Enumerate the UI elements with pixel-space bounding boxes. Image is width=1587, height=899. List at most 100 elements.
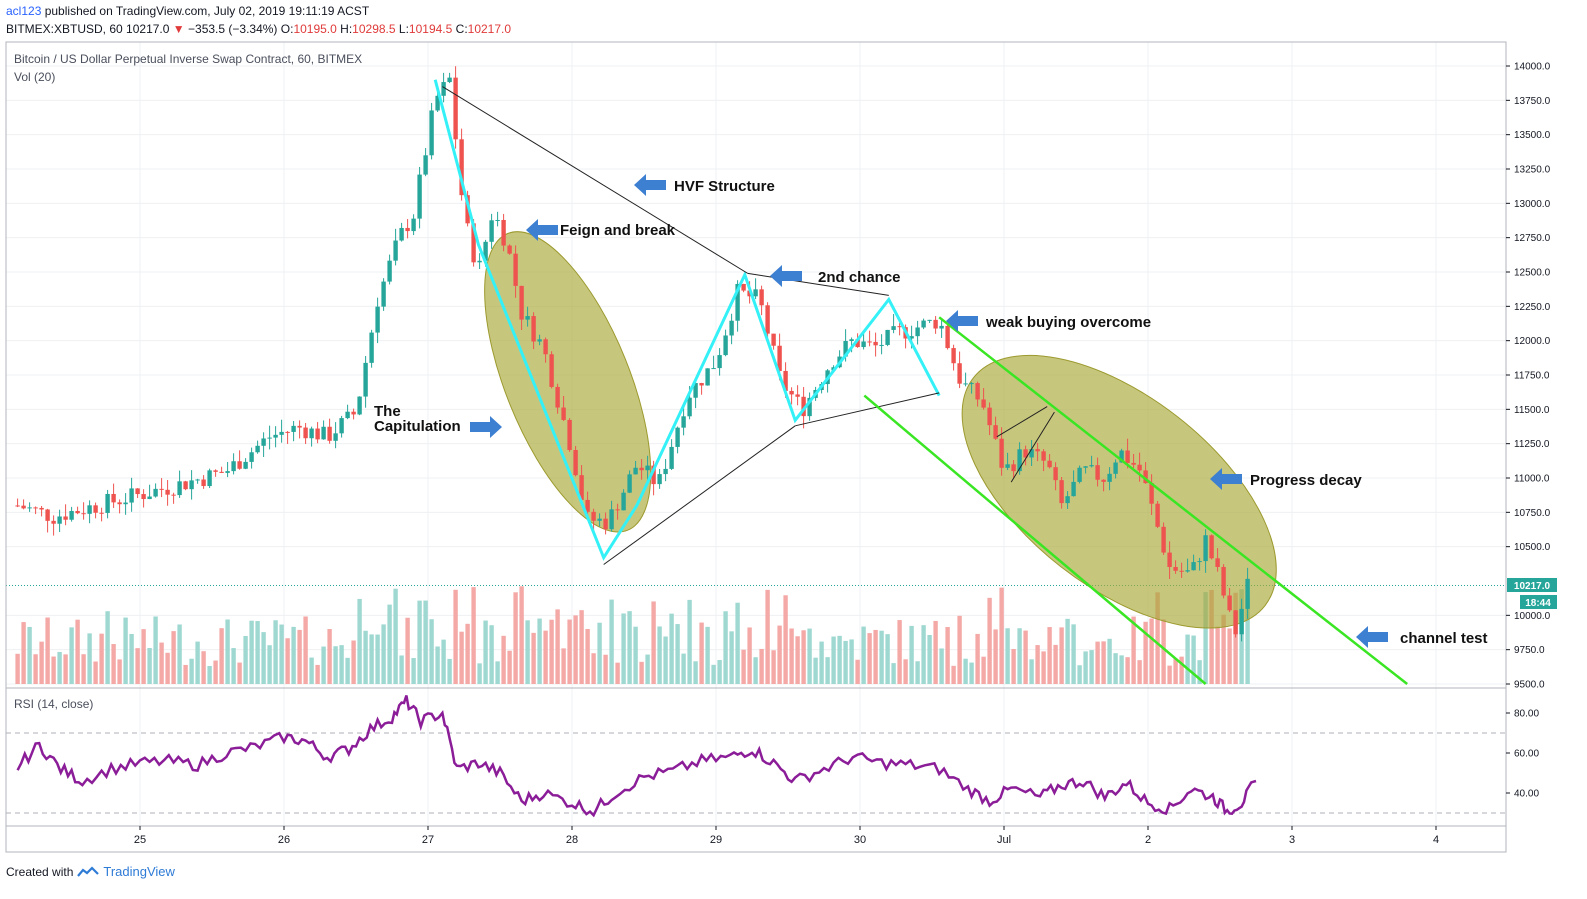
candle-body	[849, 339, 854, 341]
feign-arrow-icon	[526, 219, 558, 241]
candle-body	[855, 339, 860, 348]
candle-body	[591, 511, 596, 521]
candle-body	[399, 227, 404, 241]
y-tick-label: 13000.0	[1514, 199, 1551, 210]
author-link[interactable]: acl123	[6, 4, 42, 18]
volume-bar	[573, 615, 578, 684]
candle-body	[435, 95, 440, 111]
channel-lower-line	[863, 394, 1207, 685]
candle-body	[1185, 570, 1190, 572]
high-value: 10298.5	[352, 22, 396, 36]
volume-bar	[423, 600, 428, 684]
volume-legend[interactable]: Vol (20)	[14, 70, 56, 84]
x-tick-label: 28	[566, 834, 578, 846]
volume-bar	[1191, 635, 1196, 684]
candle-body	[669, 446, 674, 469]
volume-bar	[345, 657, 350, 684]
candle-body	[1245, 578, 1250, 609]
volume-bar	[1095, 641, 1100, 684]
series-legend[interactable]: Bitcoin / US Dollar Perpetual Inverse Sw…	[14, 52, 363, 66]
volume-bar	[261, 632, 266, 684]
candle-body	[1143, 470, 1148, 484]
candle-body	[177, 481, 182, 496]
volume-bar	[537, 618, 542, 684]
volume-bar	[411, 658, 416, 684]
candle-body	[1119, 450, 1124, 463]
candle-body	[693, 383, 698, 398]
tradingview-brand[interactable]: TradingView	[103, 864, 175, 879]
rsi-polyline	[16, 695, 1257, 818]
volume-bar	[1041, 651, 1046, 684]
volume-bar	[639, 661, 644, 684]
volume-bar	[885, 634, 890, 684]
candle-body	[939, 325, 944, 329]
candle-body	[225, 471, 230, 473]
volume-bar	[1011, 648, 1016, 684]
candle-body	[957, 363, 962, 384]
volume-bar	[225, 619, 230, 684]
candle-body	[1161, 526, 1166, 553]
channel-test-arrow-icon	[1356, 626, 1388, 648]
volume-bar	[753, 657, 758, 684]
candle-body	[441, 82, 446, 96]
volume-bar	[1209, 589, 1214, 684]
candle-body	[549, 354, 554, 387]
candle-body	[513, 253, 518, 286]
candle-body	[99, 512, 104, 514]
volume-bar	[519, 586, 524, 684]
volume-bar	[1113, 653, 1118, 684]
rsi-tick-label: 40.00	[1514, 789, 1539, 800]
progress-decay-arrow-icon	[1210, 468, 1242, 490]
candle-body	[147, 496, 152, 500]
rsi-legend[interactable]: RSI (14, close)	[14, 697, 94, 711]
volume-bar	[45, 617, 50, 684]
candle-body	[447, 77, 452, 83]
rsi-line	[16, 695, 1257, 818]
candle-body	[429, 110, 434, 156]
candle-body	[165, 489, 170, 495]
candle-body	[891, 326, 896, 330]
volume-bar	[183, 664, 188, 684]
candle-body	[267, 437, 272, 439]
y-tick-label: 9500.0	[1514, 680, 1545, 691]
candle-body	[1041, 451, 1046, 461]
volume-bar	[1047, 627, 1052, 684]
volume-bar	[1119, 655, 1124, 684]
y-tick-label: 11250.0	[1514, 439, 1550, 450]
created-with-text: Created with	[6, 864, 74, 879]
volume-bar	[177, 624, 182, 684]
volume-bar	[1173, 658, 1178, 684]
volume-bar	[1005, 628, 1010, 684]
candle-body	[471, 223, 476, 263]
volume-bar	[213, 660, 218, 684]
volume-bar	[861, 626, 866, 684]
volume-bar	[525, 620, 530, 684]
x-tick-label: 29	[710, 834, 722, 846]
flag-line-2	[996, 406, 1048, 438]
volume-bar	[459, 631, 464, 684]
candle-body	[255, 445, 260, 453]
volume-bar	[615, 662, 620, 684]
volume-bar	[189, 658, 194, 684]
volume-bar	[291, 626, 296, 684]
candle-body	[105, 493, 110, 513]
change: −353.5 (−3.34%)	[188, 22, 278, 36]
candle-body	[1131, 462, 1136, 465]
last-price-text: 10217.0	[1514, 581, 1551, 592]
y-tick-label: 13500.0	[1514, 130, 1551, 141]
candle-body	[1167, 552, 1172, 568]
volume-bar	[333, 646, 338, 684]
channel-upper-line	[938, 316, 1408, 685]
volume-bar	[1107, 638, 1112, 684]
candle-body	[39, 507, 44, 510]
volume-bar	[231, 648, 236, 684]
volume-bar	[945, 627, 950, 684]
weak-buying-label: weak buying overcome	[985, 314, 1151, 331]
volume-bar	[975, 633, 980, 684]
candle-body	[1179, 570, 1184, 572]
publish-line: acl123 published on TradingView.com, Jul…	[6, 4, 369, 18]
candle-body	[1173, 567, 1178, 571]
candle-body	[783, 370, 788, 391]
volume-bar	[483, 620, 488, 684]
volume-bar	[549, 619, 554, 684]
